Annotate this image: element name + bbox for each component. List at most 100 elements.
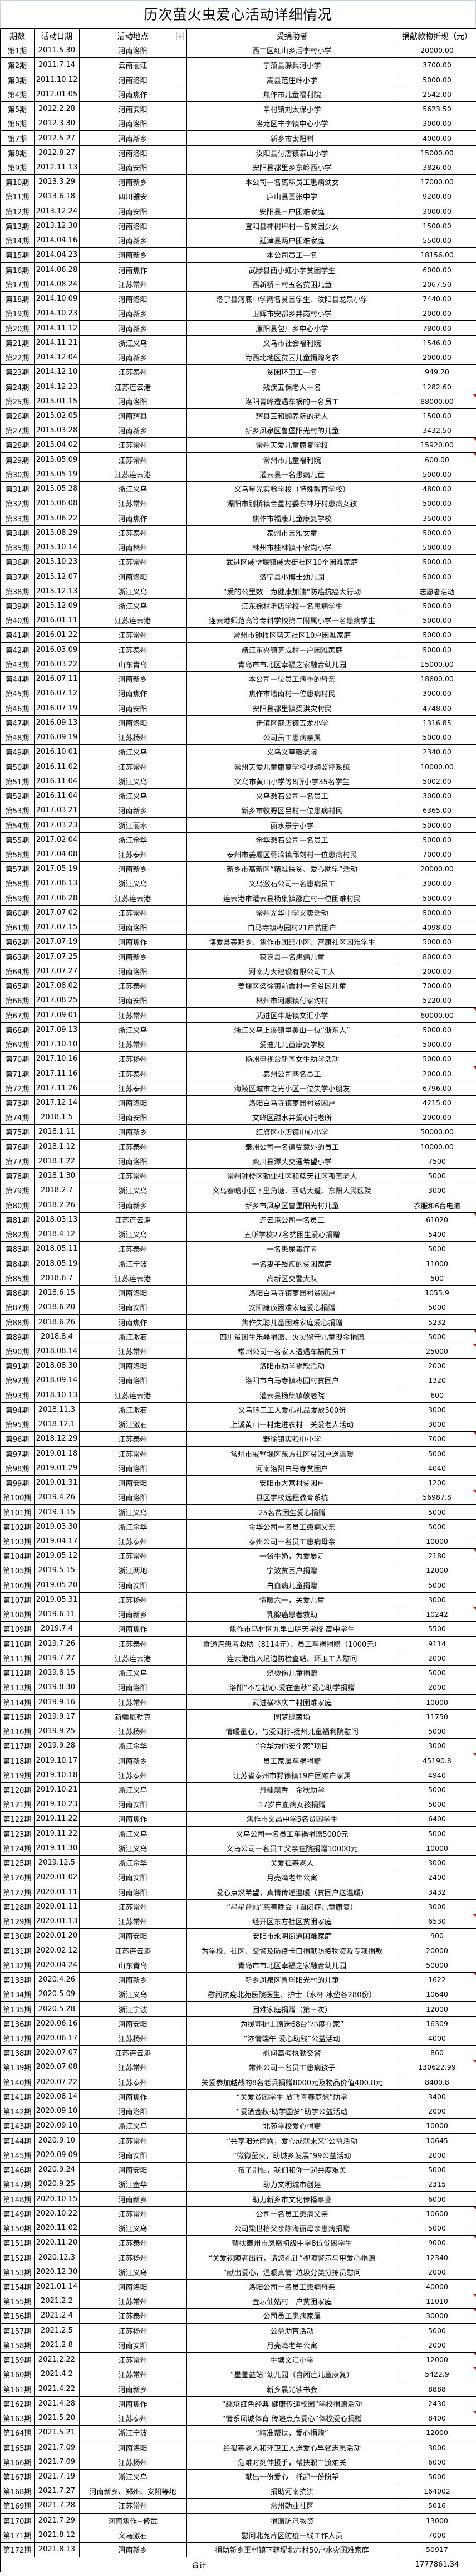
cell-date[interactable]: 2020.10.22 (34, 2206, 80, 2221)
cell-date[interactable]: 2021.4.22 (34, 2381, 80, 2397)
cell-amount[interactable]: 7000 (398, 2527, 476, 2543)
cell-period[interactable]: 第51期 (0, 773, 35, 789)
cell-location[interactable]: 河南焦作 (79, 86, 187, 102)
cell-amount[interactable]: 5000.00 (398, 890, 476, 906)
cell-recipient[interactable]: 辉县三和颐养院的老人 (186, 408, 398, 424)
cell-period[interactable]: 第7期 (0, 130, 35, 146)
cell-recipient[interactable]: 公司员工患病亲属 (186, 730, 398, 745)
cell-date[interactable]: 2017.07.27 (34, 963, 80, 979)
cell-recipient[interactable]: 安阳县三户困难家庭 (186, 203, 398, 219)
cell-recipient[interactable]: 义乌激石公司一名患病员工 (186, 876, 398, 891)
cell-recipient[interactable]: 安阳瘫痪困难家庭爱心捐赠 (186, 1300, 398, 1315)
cell-location[interactable]: 浙江金华 (79, 832, 187, 847)
cell-period[interactable]: 第54期 (0, 817, 35, 833)
cell-location[interactable]: 河南焦作 (79, 2396, 187, 2411)
cell-amount[interactable]: 3000 (398, 1417, 476, 1432)
cell-period[interactable]: 第64期 (0, 963, 35, 979)
cell-recipient[interactable]: 江东徐村毛店学校一名患病学生 (186, 598, 398, 614)
cell-location[interactable]: 河南安阳 (79, 101, 187, 117)
cell-period[interactable]: 第162期 (0, 2396, 35, 2411)
comment-indicator-icon[interactable] (473, 453, 476, 456)
cell-date[interactable]: 2016.07.11 (34, 671, 80, 687)
cell-period[interactable]: 第1期 (0, 42, 35, 58)
cell-period[interactable]: 第147期 (0, 2177, 35, 2192)
cell-amount[interactable]: 56987.8 (398, 1490, 476, 1505)
cell-location[interactable]: 山东青岛 (79, 1957, 187, 1973)
cell-amount[interactable]: 7440.00 (398, 291, 476, 307)
cell-recipient[interactable]: “关爱贫困学生 放飞青春梦想”助学 (186, 2089, 398, 2105)
cell-period[interactable]: 第121期 (0, 1797, 35, 1812)
cell-period[interactable]: 第117期 (0, 1738, 35, 1754)
cell-amount[interactable]: 10640 (398, 1987, 476, 2002)
cell-recipient[interactable]: 新乡凤泉区鲁堡阳光村的儿童 (186, 423, 398, 438)
comment-indicator-icon[interactable] (473, 1213, 476, 1216)
cell-period[interactable]: 第90期 (0, 1343, 35, 1359)
cell-amount[interactable]: 5016 (398, 2498, 476, 2514)
cell-location[interactable]: 河南安阳 (79, 1870, 187, 1885)
cell-recipient[interactable]: 洛阳白马寺镇枣园村贫困户 (186, 1095, 398, 1111)
cell-recipient[interactable]: 卫辉市安都乡井岗村小学 (186, 306, 398, 321)
cell-amount[interactable]: 2000.00 (398, 1066, 476, 1081)
cell-date[interactable]: 2020.12.3 (34, 2250, 80, 2265)
cell-date[interactable]: 2012.3.30 (34, 116, 80, 131)
cell-recipient[interactable]: 常州天爱儿童康复学校视频监控系统 (186, 759, 398, 774)
cell-date[interactable]: 2020.07.08 (34, 2060, 80, 2075)
cell-amount[interactable]: 5623.50 (398, 101, 476, 117)
cell-recipient[interactable]: 牛塘文汇小学 (186, 2352, 398, 2368)
cell-date[interactable]: 2015.12.07 (34, 569, 80, 584)
cell-period[interactable]: 第164期 (0, 2425, 35, 2441)
cell-location[interactable]: 浙江义乌 (79, 2118, 187, 2134)
cell-date[interactable]: 2018.09.14 (34, 1373, 80, 1388)
cell-location[interactable]: 浙江义乌 (79, 788, 187, 804)
cell-recipient[interactable]: 溧阳市别桥镇合星村委东神圩村患病女孩 (186, 496, 398, 511)
cell-date[interactable]: 2019.04.17 (34, 1533, 80, 1549)
cell-amount[interactable]: 5232 (398, 1314, 476, 1330)
cell-date[interactable]: 2017.07.02 (34, 905, 80, 921)
cell-location[interactable]: 江苏泰州 (79, 1636, 187, 1651)
cell-location[interactable]: 浙江义乌 (79, 583, 187, 599)
cell-amount[interactable]: 5000 (398, 1826, 476, 1841)
cell-location[interactable]: 浙江义乌 (79, 2264, 187, 2280)
cell-recipient[interactable]: 河南力大建设有限公司工人 (186, 963, 398, 979)
cell-location[interactable]: 义乌激石 (79, 2527, 187, 2543)
cell-date[interactable]: 2021.7.09 (34, 2454, 80, 2470)
cell-date[interactable]: 2018.1.12 (34, 1139, 80, 1154)
cell-recipient[interactable]: 助力文明城市创建 (186, 2177, 398, 2192)
cell-date[interactable]: 2021.2.22 (34, 2352, 80, 2368)
cell-recipient[interactable]: 常州钟楼区勤业社区和蓝天社区孤苦老人 (186, 1168, 398, 1184)
cell-location[interactable]: 浙江激石 (79, 1402, 187, 1418)
cell-amount[interactable]: 3000 (398, 1183, 476, 1198)
cell-amount[interactable]: 900 (398, 1928, 476, 1944)
cell-period[interactable]: 第38期 (0, 583, 35, 599)
cell-location[interactable]: 江苏连云港 (79, 379, 187, 394)
cell-amount[interactable]: 7800.00 (398, 320, 476, 336)
cell-location[interactable]: 江苏常州 (79, 2206, 187, 2221)
cell-date[interactable]: 2018.1.11 (34, 1124, 80, 1140)
cell-date[interactable]: 2015.03.28 (34, 423, 80, 438)
cell-period[interactable]: 第60期 (0, 905, 35, 921)
cell-recipient[interactable]: 常州市儿童福利院 (186, 452, 398, 467)
cell-date[interactable]: 2020.09.10 (34, 2118, 80, 2134)
cell-recipient[interactable]: “情系凤城体育 传递点点爱心”体校爱心捐赠 (186, 2410, 398, 2426)
cell-location[interactable]: 江苏常州 (79, 1694, 187, 1710)
cell-period[interactable]: 第13期 (0, 218, 35, 234)
cell-recipient[interactable]: 金华激石公司一名员工 (186, 832, 398, 847)
cell-amount[interactable]: 2000 (398, 1650, 476, 1666)
cell-period[interactable]: 第134期 (0, 1987, 35, 2002)
cell-recipient[interactable]: 安阳县都里镇受洪灾村民 (186, 700, 398, 716)
cell-period[interactable]: 第72期 (0, 1080, 35, 1096)
cell-date[interactable]: 2019.10.17 (34, 1753, 80, 1768)
cell-date[interactable]: 2019.5.15 (34, 1563, 80, 1578)
cell-period[interactable]: 第20期 (0, 320, 35, 336)
cell-period[interactable]: 第16期 (0, 262, 35, 277)
cell-date[interactable]: 2017.02.04 (34, 832, 80, 847)
cell-amount[interactable]: 5000.00 (398, 832, 476, 847)
cell-recipient[interactable]: 焦作市福康儿童康复学校 (186, 510, 398, 526)
cell-location[interactable]: 江苏常州 (79, 276, 187, 292)
cell-date[interactable]: 2016.11.02 (34, 759, 80, 774)
cell-amount[interactable]: 1055.9 (398, 1285, 476, 1301)
cell-amount[interactable]: 3000 (398, 1592, 476, 1608)
cell-period[interactable]: 第11期 (0, 189, 35, 204)
cell-period[interactable]: 第106期 (0, 1577, 35, 1593)
cell-recipient[interactable]: 焦作市马村区九里山明天学校 高中学生 (186, 1621, 398, 1637)
